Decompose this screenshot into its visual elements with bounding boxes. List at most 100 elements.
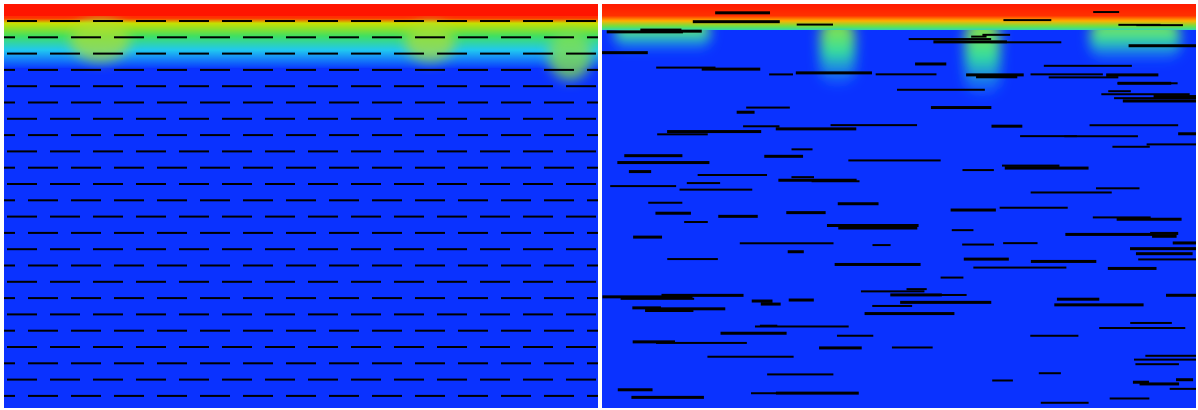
obstacle — [415, 297, 445, 299]
obstacle — [136, 216, 166, 218]
obstacle — [351, 20, 381, 22]
obstacle — [200, 330, 230, 332]
obstacle — [71, 102, 101, 104]
plume — [965, 20, 1000, 95]
obstacle — [1134, 359, 1198, 361]
obstacle — [114, 199, 144, 201]
obstacle — [480, 313, 510, 315]
obstacle — [501, 232, 531, 234]
obstacle — [523, 281, 553, 283]
obstacle — [566, 20, 596, 22]
obstacle — [351, 150, 381, 152]
obstacle — [329, 102, 359, 104]
obstacle — [1176, 378, 1193, 381]
obstacle — [308, 313, 338, 315]
obstacle — [480, 118, 510, 120]
obstacle — [265, 281, 295, 283]
obstacle — [544, 297, 574, 299]
obstacle — [308, 183, 338, 185]
obstacle — [1108, 267, 1157, 270]
obstacle — [480, 85, 510, 87]
obstacle — [372, 297, 402, 299]
obstacle — [501, 199, 531, 201]
obstacle — [243, 362, 273, 364]
obstacle — [872, 305, 912, 307]
obstacle — [50, 150, 80, 152]
obstacle — [0, 265, 15, 267]
obstacle — [50, 379, 80, 381]
obstacle — [93, 313, 123, 315]
obstacle — [28, 134, 58, 136]
obstacle — [50, 281, 80, 283]
obstacle — [394, 379, 424, 381]
obstacle — [848, 159, 940, 161]
obstacle — [458, 69, 488, 71]
obstacle — [941, 277, 964, 279]
obstacle — [200, 36, 230, 38]
obstacle — [179, 216, 209, 218]
obstacle — [157, 265, 187, 267]
obstacle — [286, 134, 316, 136]
obstacle — [631, 396, 704, 399]
obstacle — [648, 202, 682, 204]
obstacle — [136, 150, 166, 152]
obstacle — [50, 346, 80, 348]
obstacle — [1129, 44, 1196, 47]
obstacle — [480, 346, 510, 348]
obstacle — [157, 36, 187, 38]
obstacle — [838, 227, 917, 230]
obstacle — [752, 300, 773, 303]
obstacle — [544, 362, 574, 364]
obstacle — [71, 362, 101, 364]
obstacle — [458, 102, 488, 104]
obstacle — [50, 248, 80, 250]
obstacle — [394, 20, 424, 22]
obstacle — [991, 125, 1022, 128]
obstacle — [114, 297, 144, 299]
obstacle — [394, 183, 424, 185]
obstacle — [415, 232, 445, 234]
left-panel — [0, 4, 617, 410]
obstacle — [28, 36, 58, 38]
obstacle — [952, 229, 974, 231]
obstacle — [982, 34, 1010, 36]
obstacle — [157, 102, 187, 104]
obstacle — [907, 288, 927, 290]
obstacle — [394, 118, 424, 120]
obstacle — [618, 388, 653, 391]
obstacle — [351, 346, 381, 348]
obstacle — [329, 297, 359, 299]
obstacle — [523, 20, 553, 22]
obstacle — [265, 53, 295, 55]
obstacle — [501, 134, 531, 136]
obstacle — [645, 309, 693, 312]
obstacle — [776, 127, 857, 130]
obstacle — [222, 281, 252, 283]
obstacle — [28, 297, 58, 299]
obstacle — [544, 167, 574, 169]
obstacle — [544, 232, 574, 234]
obstacle — [179, 150, 209, 152]
obstacle — [200, 232, 230, 234]
obstacle — [286, 167, 316, 169]
obstacle — [566, 346, 596, 348]
obstacle — [351, 379, 381, 381]
obstacle — [200, 199, 230, 201]
obstacle — [7, 118, 37, 120]
obstacle — [523, 183, 553, 185]
obstacle — [265, 248, 295, 250]
obstacle — [0, 232, 15, 234]
obstacle — [1136, 252, 1193, 255]
obstacle — [243, 36, 273, 38]
obstacle — [114, 134, 144, 136]
obstacle — [544, 199, 574, 201]
obstacle — [566, 183, 596, 185]
obstacle — [372, 265, 402, 267]
obstacle — [372, 102, 402, 104]
obstacle — [394, 150, 424, 152]
obstacle — [7, 379, 37, 381]
obstacle — [655, 212, 691, 215]
obstacle — [633, 340, 675, 343]
obstacle — [308, 53, 338, 55]
obstacle — [1002, 165, 1059, 167]
